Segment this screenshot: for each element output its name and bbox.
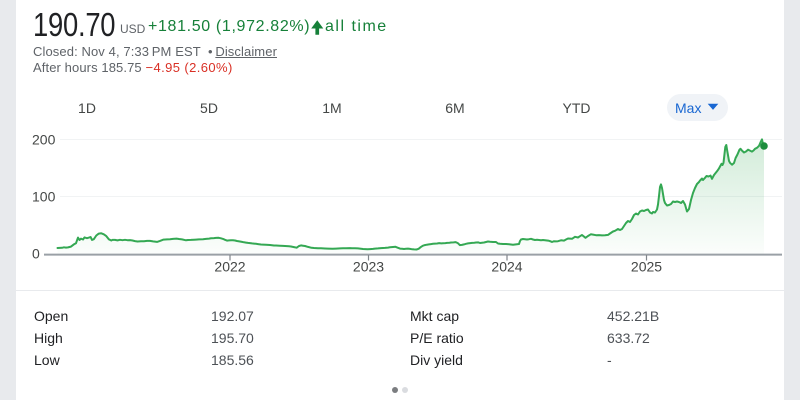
svg-text:2025: 2025 [631, 259, 662, 275]
svg-text:0: 0 [32, 245, 40, 261]
svg-text:2024: 2024 [491, 259, 522, 275]
svg-text:200: 200 [32, 132, 56, 148]
svg-text:2022: 2022 [214, 259, 245, 275]
svg-text:2023: 2023 [353, 259, 384, 275]
svg-text:100: 100 [32, 189, 56, 205]
